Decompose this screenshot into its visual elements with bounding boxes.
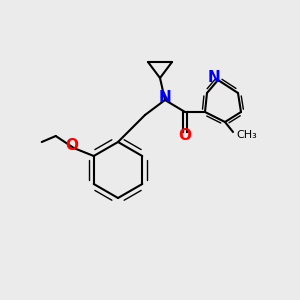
Text: N: N — [159, 91, 171, 106]
Text: CH₃: CH₃ — [236, 130, 257, 140]
Text: O: O — [65, 139, 78, 154]
Text: O: O — [178, 128, 191, 143]
Text: N: N — [208, 70, 220, 85]
